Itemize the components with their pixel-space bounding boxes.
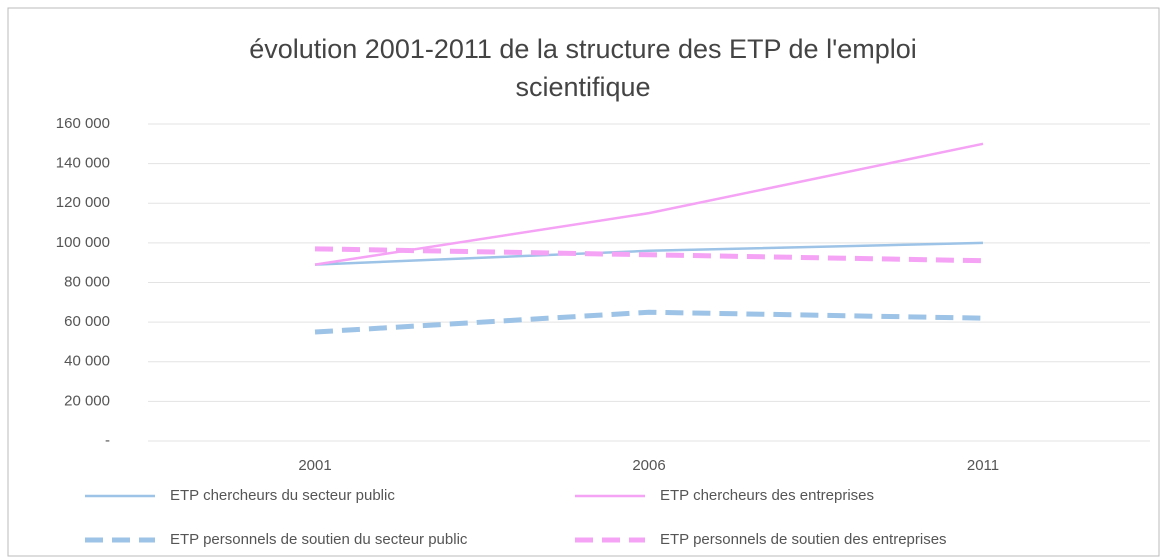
- chart-title: évolution 2001-2011 de la structure des …: [249, 34, 917, 102]
- legend-label: ETP personnels de soutien du secteur pub…: [170, 531, 468, 548]
- x-tick-label: 2011: [967, 457, 999, 474]
- x-tick-label: 2006: [632, 457, 665, 474]
- y-tick-label: 80 000: [64, 273, 110, 290]
- series-line: [314, 241, 984, 266]
- y-tick-label: 40 000: [64, 353, 110, 370]
- series-line: [314, 142, 984, 266]
- series-line: [314, 246, 984, 264]
- y-tick-label: 20 000: [64, 392, 110, 409]
- legend-label: ETP chercheurs du secteur public: [170, 487, 395, 504]
- y-tick-label: 160 000: [56, 115, 110, 132]
- y-tick-label: -: [105, 432, 110, 449]
- series-line: [314, 309, 984, 335]
- y-tick-label: 60 000: [64, 313, 110, 330]
- y-tick-label: 100 000: [56, 234, 110, 251]
- x-tick-label: 2001: [298, 457, 331, 474]
- legend-label: ETP chercheurs des entreprises: [660, 487, 874, 504]
- chart-frame: [7, 7, 1160, 557]
- y-tick-label: 140 000: [56, 155, 110, 172]
- y-tick-label: 120 000: [56, 194, 110, 211]
- legend-label: ETP personnels de soutien des entreprise…: [660, 531, 947, 548]
